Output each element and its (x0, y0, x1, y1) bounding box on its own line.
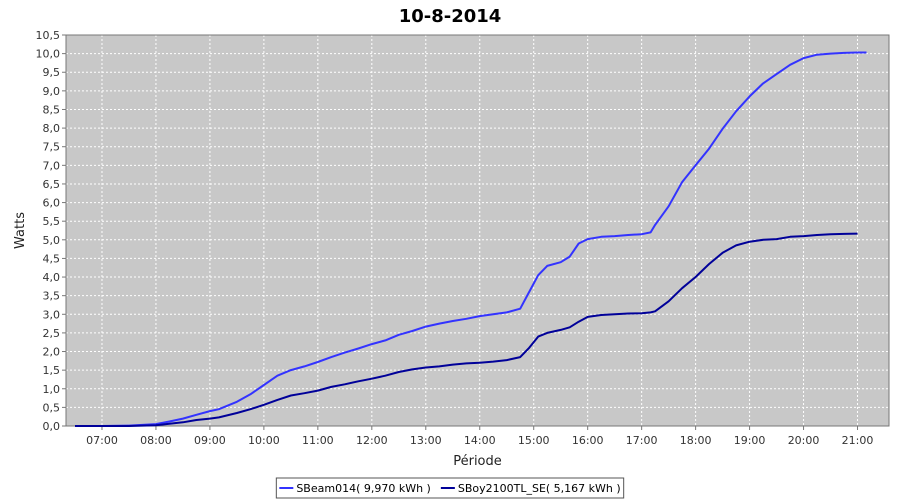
x-tick-label: 12:00 (356, 434, 388, 447)
x-tick-label: 14:00 (464, 434, 496, 447)
x-tick-label: 15:00 (518, 434, 550, 447)
y-tick-label: 10,0 (36, 48, 61, 61)
legend: SBeam014( 9,970 kWh ) SBoy2100TL_SE( 5,16… (275, 477, 625, 499)
y-tick-label: 9,0 (43, 85, 61, 98)
legend-item: SBeam014( 9,970 kWh ) (279, 482, 431, 495)
y-tick-label: 7,0 (43, 159, 61, 172)
y-tick-label: 5,5 (43, 215, 61, 228)
series-line-1 (75, 51, 867, 427)
y-tick-label: 1,5 (43, 364, 61, 377)
y-axis-label: Watts (13, 212, 28, 249)
legend-item: SBoy2100TL_SE( 5,167 kWh ) (440, 482, 621, 495)
y-tick-label: 10,5 (36, 29, 61, 42)
y-tick-label: 4,5 (43, 252, 61, 265)
plot-border (65, 34, 890, 427)
y-tick-label: 2,5 (43, 327, 61, 340)
y-tick-label: 7,5 (43, 141, 61, 154)
x-tick-label: 10:00 (248, 434, 280, 447)
x-tick-label: 11:00 (302, 434, 334, 447)
series-lines (75, 51, 867, 427)
y-tick-label: 2,0 (43, 346, 61, 359)
grid-lines (66, 34, 889, 427)
plot-area (66, 35, 889, 426)
y-tick-label: 0,0 (43, 420, 61, 433)
x-tick-label: 07:00 (86, 434, 118, 447)
x-tick-label: 08:00 (140, 434, 172, 447)
y-tick-label: 6,0 (43, 197, 61, 210)
x-tick-label: 17:00 (626, 434, 658, 447)
x-tick-label: 20:00 (788, 434, 820, 447)
x-tick-label: 21:00 (842, 434, 874, 447)
axes: 0,0 0,5 1,0 1,5 2,0 2,5 3,0 3,5 4,0 4,5 5,0 5,5 6,0 6… (36, 29, 890, 447)
series-line-2 (75, 232, 858, 427)
y-tick-label: 9,5 (43, 66, 61, 79)
y-tick-label: 6,5 (43, 178, 61, 191)
x-tick-label: 09:00 (194, 434, 226, 447)
legend-label: SBoy2100TL_SE( 5,167 kWh ) (458, 482, 621, 495)
x-axis-label: Période (453, 454, 502, 469)
x-tick-label: 18:00 (680, 434, 712, 447)
x-tick-label: 13:00 (410, 434, 442, 447)
y-tick-label: 5,0 (43, 234, 61, 247)
y-tick-label: 4,0 (43, 271, 61, 284)
chart-title: 10-8-2014 (399, 6, 502, 27)
y-tick-label: 3,5 (43, 290, 61, 303)
legend-label: SBeam014( 9,970 kWh ) (296, 482, 431, 495)
y-tick-label: 1,0 (43, 383, 61, 396)
y-tick-label: 8,0 (43, 122, 61, 135)
y-tick-label: 3,0 (43, 308, 61, 321)
x-tick-label: 16:00 (572, 434, 604, 447)
y-tick-label: 0,5 (43, 401, 61, 414)
x-tick-label: 19:00 (734, 434, 766, 447)
y-tick-label: 8,5 (43, 103, 61, 116)
